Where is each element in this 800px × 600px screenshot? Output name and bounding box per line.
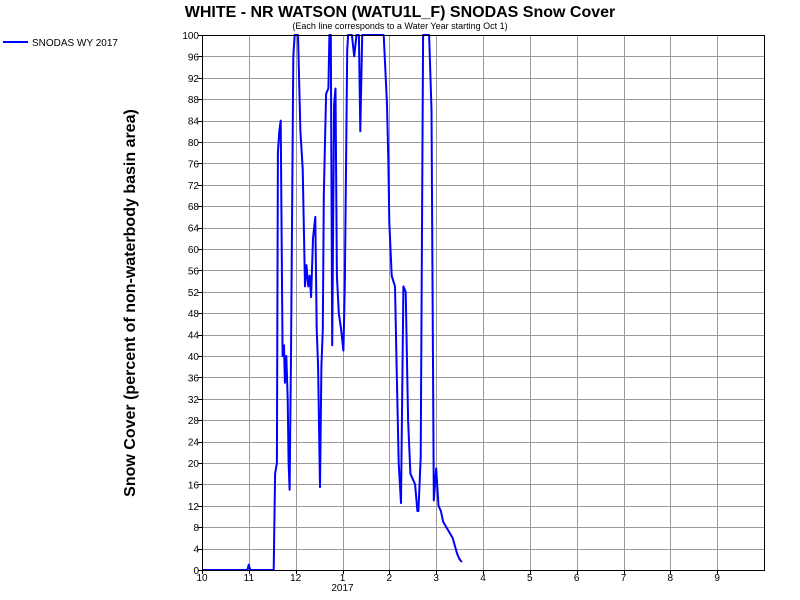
y-tick-label: 60 bbox=[188, 245, 200, 256]
y-tick-label: 12 bbox=[188, 502, 200, 513]
x-tick-label: 1 bbox=[340, 573, 346, 584]
x-tick-label: 10 bbox=[196, 573, 208, 584]
chart-subtitle: (Each line corresponds to a Water Year s… bbox=[292, 21, 507, 31]
y-tick-label: 28 bbox=[188, 416, 200, 427]
y-tick-label: 48 bbox=[188, 309, 200, 320]
gridlines bbox=[202, 35, 764, 570]
y-tick-label: 40 bbox=[188, 352, 200, 363]
y-tick-label: 72 bbox=[188, 181, 200, 192]
x-tick-label: 11 bbox=[244, 573, 255, 584]
y-tick-label: 16 bbox=[188, 480, 200, 491]
y-tick-label: 32 bbox=[188, 395, 200, 406]
x-tick-label: 9 bbox=[714, 573, 720, 584]
y-tick-label: 52 bbox=[188, 288, 200, 299]
y-tick-label: 8 bbox=[193, 523, 199, 534]
y-tick-label: 44 bbox=[188, 331, 200, 342]
plot-area-frame bbox=[202, 35, 765, 571]
x-tick-label: 5 bbox=[527, 573, 533, 584]
x-tick-label: 4 bbox=[480, 573, 486, 584]
y-tick-label: 24 bbox=[188, 438, 200, 449]
y-tick-label: 100 bbox=[182, 31, 199, 42]
x-tick-label: 3 bbox=[433, 573, 439, 584]
chart-title: WHITE - NR WATSON (WATU1L_F) SNODAS Snow… bbox=[185, 4, 616, 21]
x-year-label: 2017 bbox=[331, 583, 354, 594]
x-tick-label: 8 bbox=[668, 573, 674, 584]
x-tick-label: 7 bbox=[621, 573, 627, 584]
series-lines bbox=[202, 34, 463, 571]
y-tick-label: 4 bbox=[193, 545, 199, 556]
y-tick-label: 64 bbox=[188, 224, 200, 235]
y-tick-label: 56 bbox=[188, 266, 200, 277]
series-line-wy2017 bbox=[202, 34, 463, 571]
y-tick-label: 0 bbox=[193, 566, 199, 577]
legend: SNODAS WY 2017 bbox=[3, 38, 118, 49]
y-tick-label: 76 bbox=[188, 159, 200, 170]
y-tick-label: 68 bbox=[188, 202, 200, 213]
y-tick-label: 36 bbox=[188, 373, 200, 384]
y-tick-label: 92 bbox=[188, 74, 200, 85]
y-tick-label: 80 bbox=[188, 138, 200, 149]
y-tick-label: 84 bbox=[188, 117, 200, 128]
y-tick-label: 88 bbox=[188, 95, 200, 106]
y-tick-label: 20 bbox=[188, 459, 200, 470]
y-axis-label: Snow Cover (percent of non-waterbody bas… bbox=[122, 109, 139, 497]
legend-label: SNODAS WY 2017 bbox=[32, 38, 118, 49]
x-tick-label: 2 bbox=[387, 573, 393, 584]
x-tick-label: 6 bbox=[574, 573, 580, 584]
x-tick-label: 12 bbox=[290, 573, 302, 584]
y-tick-label: 96 bbox=[188, 52, 200, 63]
y-axis-ticks: 0481216202428323640444852566064687276808… bbox=[182, 31, 202, 577]
